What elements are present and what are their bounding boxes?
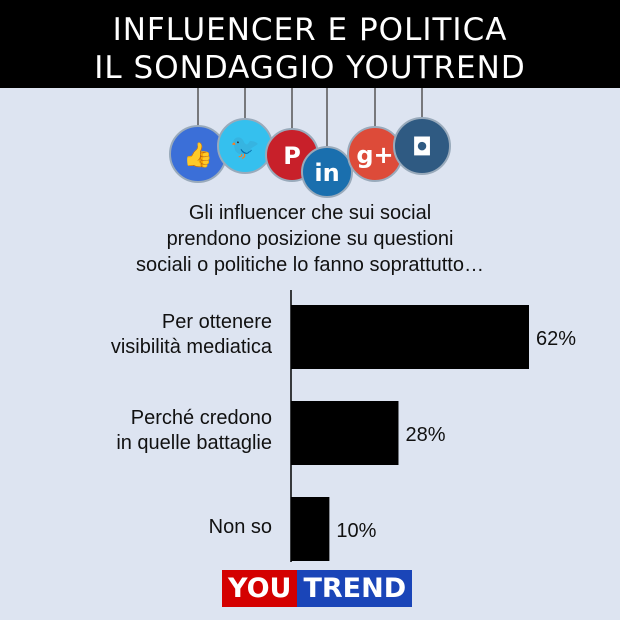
bar xyxy=(291,497,330,561)
category-label: Non so xyxy=(12,515,272,540)
svg-text:P: P xyxy=(283,142,301,170)
header: INFLUENCER E POLITICA IL SONDAGGIO YOUTR… xyxy=(0,0,620,88)
svg-text:◘: ◘ xyxy=(412,133,432,161)
facebook-like-icon: 👍 xyxy=(169,88,227,183)
category-label-line: visibilità mediatica xyxy=(110,336,272,358)
bars-svg: 62% 28% 10% xyxy=(290,290,576,562)
google-plus-icon: g+ xyxy=(347,88,403,182)
instagram-icon: ◘ xyxy=(393,88,451,175)
youtrend-logo: YOU TREND xyxy=(222,570,413,607)
bar xyxy=(291,305,529,369)
linkedin-icon: in xyxy=(301,88,353,198)
value-label: 28% xyxy=(405,424,445,446)
category-label-line: Non so xyxy=(208,516,272,538)
category-label-line: Perché credono xyxy=(130,407,272,429)
category-label-line: Per ottenere xyxy=(161,311,272,333)
title-line-1: INFLUENCER E POLITICA xyxy=(112,12,508,48)
logo-you: YOU xyxy=(222,570,298,607)
title-line-2: IL SONDAGGIO YOUTREND xyxy=(94,50,526,86)
question-line: Gli influencer che sui social xyxy=(188,202,432,224)
category-label-line: in quelle battaglie xyxy=(116,432,272,454)
svg-text:👍: 👍 xyxy=(183,141,213,169)
question-line: sociali o politiche lo fanno soprattutto… xyxy=(136,254,484,276)
value-label: 10% xyxy=(336,520,376,542)
category-label: Per ottenere visibilità mediatica xyxy=(12,310,272,360)
svg-text:g+: g+ xyxy=(356,141,393,169)
svg-text:🐦: 🐦 xyxy=(230,133,260,161)
social-icons: 👍 🐦 Pin g+ ◘ xyxy=(169,88,451,198)
logo-trend: TREND xyxy=(297,570,413,607)
category-label: Perché credono in quelle battaglie xyxy=(12,406,272,456)
value-label: 62% xyxy=(536,328,576,350)
svg-text:in: in xyxy=(314,159,339,187)
chart-question: Gli influencer che sui social prendono p… xyxy=(80,200,540,278)
twitter-icon: 🐦 xyxy=(217,88,273,174)
question-line: prendono posizione su questioni xyxy=(166,228,454,250)
bar xyxy=(291,401,399,465)
